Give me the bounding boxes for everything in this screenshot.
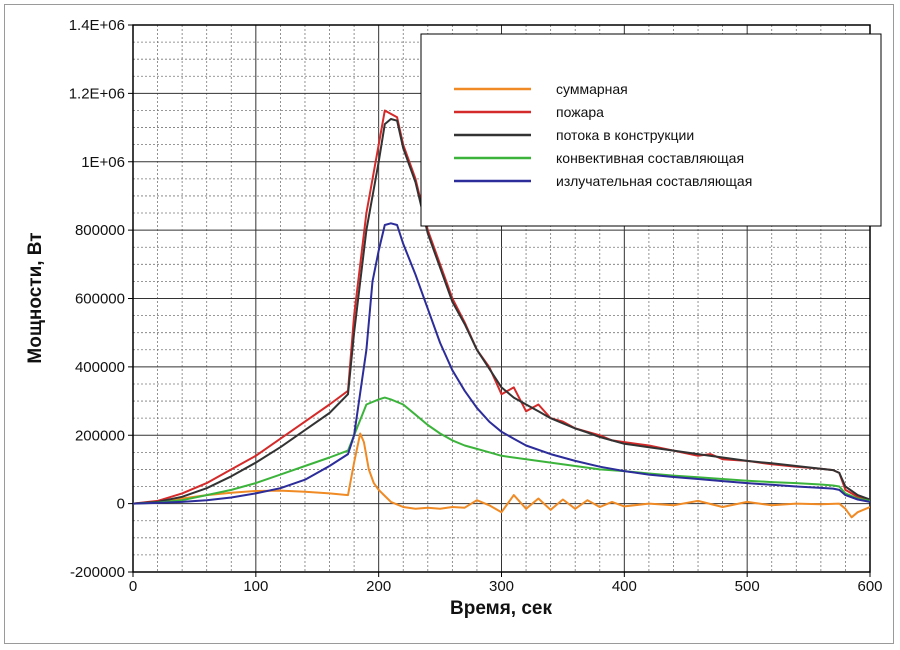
x-tick-label: 100 <box>243 578 268 595</box>
legend-label-1: суммарная <box>556 81 628 97</box>
y-tick-label: 1.2E+06 <box>69 85 125 102</box>
legend: суммарная пожара потока в конструкции конве… <box>420 33 882 227</box>
y-tick-label: 1E+06 <box>81 154 125 171</box>
legend-label-4: конвективная составляющая <box>556 150 744 166</box>
chart-frame <box>4 4 894 644</box>
x-tick-label: 0 <box>129 578 137 595</box>
series-line-1 <box>133 432 870 519</box>
legend-label-2: пожара <box>556 104 604 120</box>
legend-box <box>420 33 882 227</box>
series-line-3 <box>133 118 870 505</box>
y-axis-title: Мощности, Вт <box>25 232 46 363</box>
y-tick-label: 800000 <box>75 222 125 239</box>
x-tick-label: 200 <box>366 578 391 595</box>
y-tick-label: 600000 <box>75 291 125 308</box>
series-line-4 <box>133 396 870 505</box>
y-tick-label: 400000 <box>75 359 125 376</box>
legend-label-3: потока в конструкции <box>556 127 694 143</box>
legend-label-5: излучательная составляющая <box>556 173 752 189</box>
y-tick-label: 0 <box>117 496 125 513</box>
y-tick-label: 200000 <box>75 427 125 444</box>
series-line-5 <box>133 222 870 505</box>
x-tick-label: 300 <box>489 578 514 595</box>
x-axis-title: Время, сек <box>450 598 552 619</box>
series-lines <box>133 109 870 519</box>
y-tick-label: -200000 <box>70 564 125 581</box>
tick-labels: 0 100 200 300 400 500 600-20000002000004000006… <box>69 17 883 595</box>
x-tick-label: 400 <box>612 578 637 595</box>
y-tick-label: 1.4E+06 <box>69 17 125 34</box>
x-tick-label: 500 <box>735 578 760 595</box>
x-tick-label: 600 <box>857 578 882 595</box>
